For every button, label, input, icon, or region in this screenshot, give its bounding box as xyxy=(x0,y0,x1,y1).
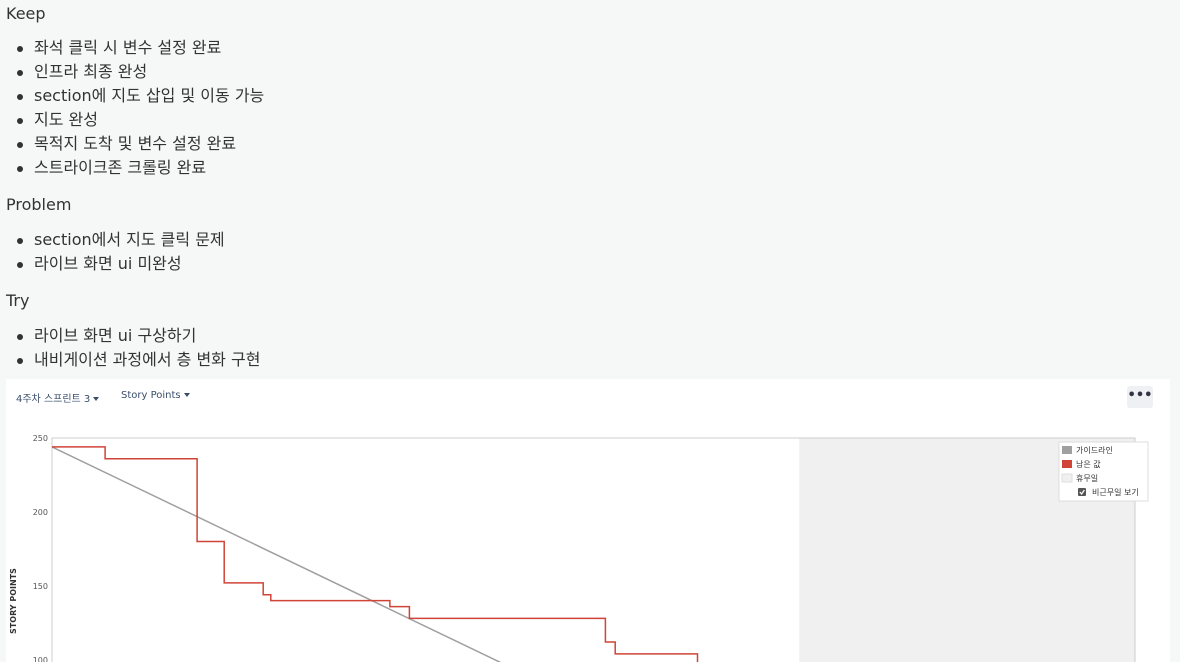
guideline-series-line xyxy=(51,446,502,662)
keep-heading: Keep xyxy=(6,4,46,23)
y-tick-label: 150 xyxy=(33,582,48,591)
legend-guideline-label: 가이드라인 xyxy=(1076,445,1113,455)
list-item: 목적지 도착 및 변수 설정 완료 xyxy=(0,132,264,156)
legend-remaining-label: 남은 값 xyxy=(1076,459,1101,469)
metric-dropdown[interactable]: Story Points xyxy=(121,390,190,401)
legend-guideline-swatch xyxy=(1062,446,1072,454)
more-options-button[interactable]: ••• xyxy=(1127,386,1153,408)
list-item: 인프라 최종 완성 xyxy=(0,60,264,84)
plot-area xyxy=(51,437,1136,662)
list-item: section에서 지도 클릭 문제 xyxy=(0,228,225,252)
y-tick-label: 200 xyxy=(33,508,48,517)
keep-list: 좌석 클릭 시 변수 설정 완료 인프라 최종 완성 section에 지도 삽… xyxy=(0,36,264,180)
legend-remaining-swatch xyxy=(1062,460,1072,468)
try-list: 라이브 화면 ui 구상하기 내비게이션 과정에서 층 변화 구현 xyxy=(0,324,260,372)
chevron-down-icon xyxy=(183,393,190,397)
burndown-chart: 100 150 200 250 STORY POINTS 가이드라인 남은 값 휴무일… xyxy=(9,434,1149,662)
try-heading: Try xyxy=(6,291,30,310)
legend-holiday-label: 휴무일 xyxy=(1076,474,1098,483)
check-icon xyxy=(1079,489,1085,495)
problem-list: section에서 지도 클릭 문제 라이브 화면 ui 미완성 xyxy=(0,228,225,276)
sprint-dropdown[interactable]: 4주차 스프린트 3 xyxy=(16,390,100,405)
y-axis-label: STORY POINTS xyxy=(9,568,18,634)
list-item: 라이브 화면 ui 미완성 xyxy=(0,252,225,276)
sprint-dropdown-label: 4주차 스프린트 3 xyxy=(16,394,91,405)
chevron-down-icon xyxy=(93,397,100,401)
legend-holiday-swatch xyxy=(1061,473,1073,483)
legend: 가이드라인 남은 값 휴무일 비근무일 보기 xyxy=(1058,441,1149,502)
y-axis: 100 150 200 250 xyxy=(33,434,48,662)
show-nonworking-label: 비근무일 보기 xyxy=(1092,488,1139,497)
list-item: section에 지도 삽입 및 이동 가능 xyxy=(0,84,264,108)
legend-box xyxy=(1058,441,1149,502)
checkbox-icon[interactable] xyxy=(1078,488,1086,496)
series-layer xyxy=(51,446,699,662)
list-item: 좌석 클릭 시 변수 설정 완료 xyxy=(0,36,264,60)
show-nonworking-checkbox[interactable]: 비근무일 보기 xyxy=(1078,488,1139,497)
list-item: 라이브 화면 ui 구상하기 xyxy=(0,324,260,348)
list-item: 스트라이크존 크롤링 완료 xyxy=(0,156,264,180)
y-tick-label: 100 xyxy=(33,656,48,662)
list-item: 지도 완성 xyxy=(0,108,264,132)
metric-dropdown-label: Story Points xyxy=(121,390,181,401)
problem-heading: Problem xyxy=(6,195,72,214)
remaining-series-line xyxy=(52,446,699,662)
list-item: 내비게이션 과정에서 층 변화 구현 xyxy=(0,348,260,372)
y-tick-label: 250 xyxy=(33,434,48,443)
burndown-chart-panel: 4주차 스프린트 3 Story Points ••• 100 150 200 250… xyxy=(6,379,1170,662)
